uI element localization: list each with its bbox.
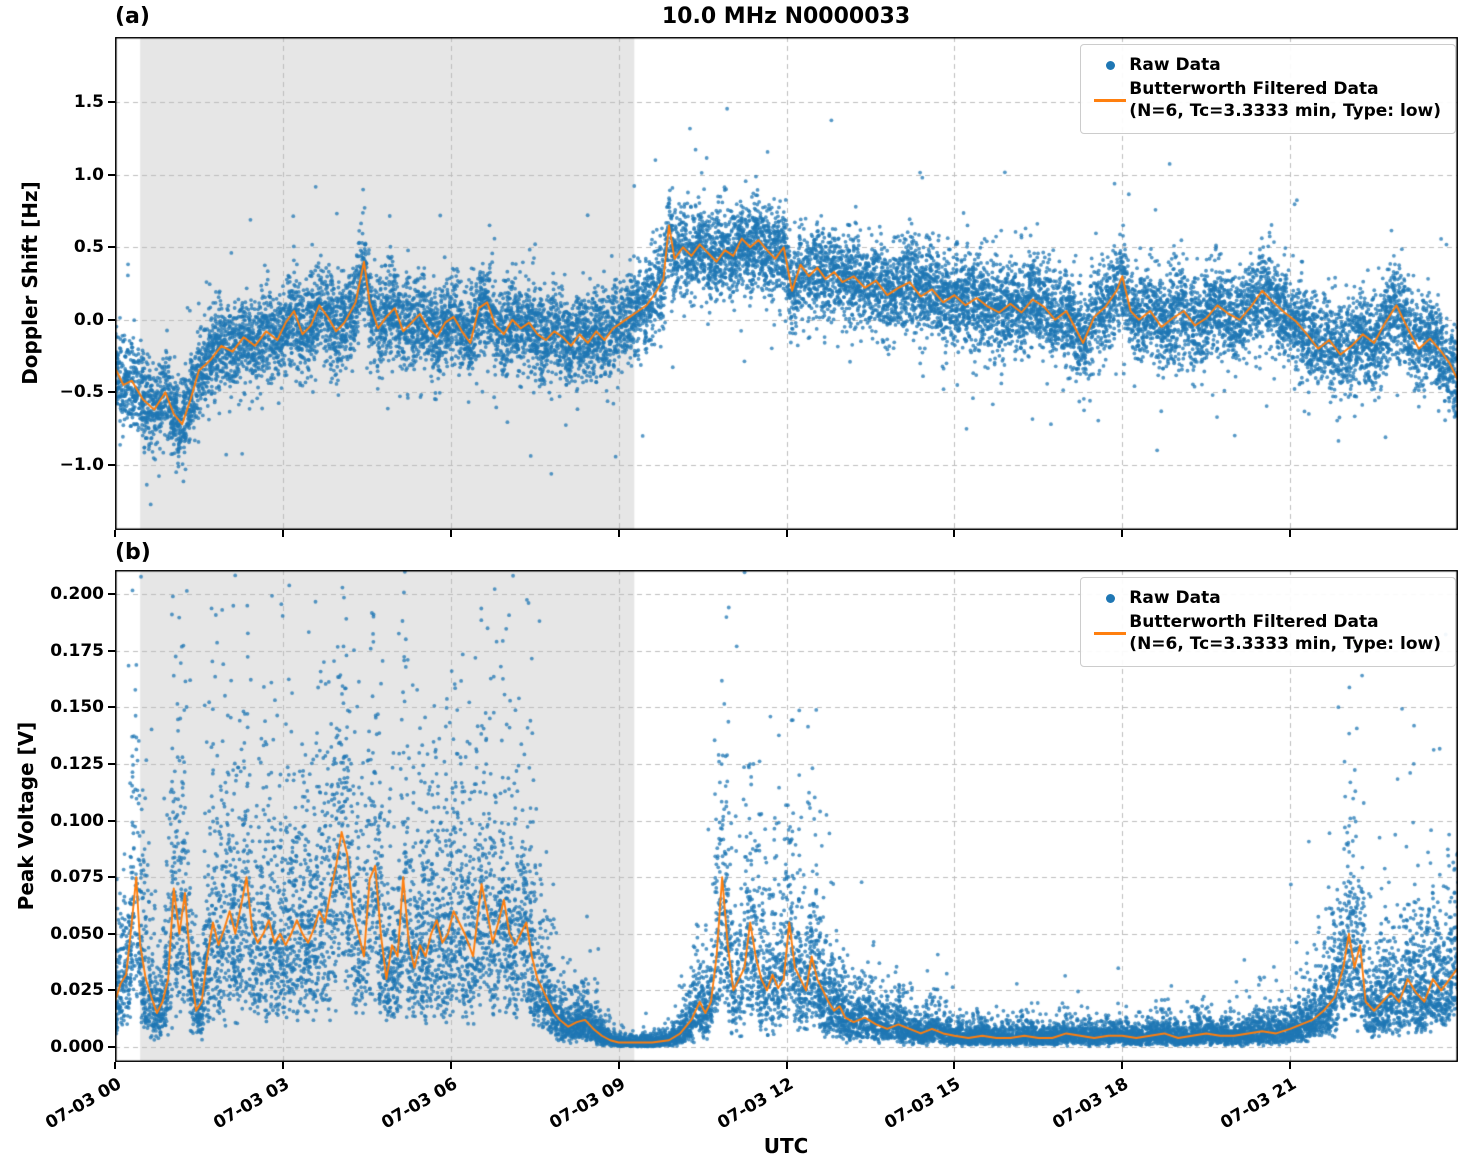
x-tick-mark — [1121, 1062, 1124, 1069]
y-tick-mark — [108, 819, 115, 822]
y-tick-label: −0.5 — [59, 382, 104, 403]
x-tick-mark — [617, 530, 620, 537]
x-tick-mark — [1289, 530, 1292, 537]
y-tick-mark — [108, 706, 115, 709]
y-tick-mark — [108, 876, 115, 879]
panel-a-tag: (a) — [115, 4, 150, 29]
x-axis-label: UTC — [763, 1134, 809, 1158]
x-tick-mark — [114, 530, 116, 537]
filtered-line-marker-icon — [1091, 631, 1129, 635]
legend-raw-entry: Raw Data — [1091, 587, 1441, 609]
y-tick-mark — [108, 391, 115, 394]
x-tick-label: 07-03 00 — [42, 1074, 125, 1134]
x-tick-mark — [953, 530, 956, 537]
x-tick-mark — [281, 1062, 284, 1069]
legend-filtered-params: (N=6, Tc=3.3333 min, Type: low) — [1129, 101, 1441, 122]
y-tick-label: 0.150 — [50, 697, 104, 718]
y-tick-label: 0.125 — [50, 753, 104, 774]
y-tick-mark — [108, 1046, 115, 1049]
y-tick-label: 1.0 — [73, 164, 104, 185]
y-tick-label: 0.100 — [50, 810, 104, 831]
legend-filtered-label: Butterworth Filtered Data — [1129, 612, 1379, 633]
y-tick-label: 0.0 — [73, 309, 104, 330]
x-tick-mark — [281, 530, 284, 537]
x-tick-label: 07-03 03 — [210, 1074, 293, 1134]
panel-b-legend: Raw Data Butterworth Filtered Data (N=6,… — [1080, 577, 1456, 668]
x-tick-label: 07-03 12 — [713, 1074, 797, 1134]
raw-data-marker-icon — [1091, 60, 1129, 70]
x-tick-mark — [1289, 1062, 1292, 1069]
x-tick-mark — [785, 1062, 788, 1069]
y-tick-label: 1.5 — [73, 92, 104, 113]
y-tick-mark — [108, 762, 115, 765]
legend-raw-label: Raw Data — [1129, 55, 1221, 75]
x-tick-mark — [449, 1062, 452, 1069]
x-tick-label: 07-03 06 — [378, 1074, 461, 1134]
x-tick-mark — [1121, 530, 1124, 537]
legend-raw-entry: Raw Data — [1091, 54, 1441, 76]
y-tick-label: 0.175 — [50, 640, 104, 661]
x-tick-label: 07-03 09 — [545, 1074, 629, 1134]
y-tick-mark — [108, 246, 115, 249]
y-tick-label: 0.075 — [50, 867, 104, 888]
y-tick-mark — [108, 989, 115, 992]
panel-a-legend: Raw Data Butterworth Filtered Data (N=6,… — [1080, 44, 1456, 135]
y-tick-label: 0.5 — [73, 237, 104, 258]
y-tick-label: −1.0 — [59, 454, 104, 475]
y-tick-mark — [108, 173, 115, 176]
legend-filtered-entry: Butterworth Filtered Data (N=6, Tc=3.333… — [1091, 611, 1441, 655]
x-tick-mark — [114, 1062, 116, 1069]
y-tick-mark — [108, 318, 115, 321]
y-tick-label: 0.200 — [50, 584, 104, 604]
y-tick-mark — [108, 463, 115, 466]
x-tick-label: 07-03 21 — [1217, 1074, 1301, 1134]
x-tick-mark — [449, 530, 452, 537]
panel-a-ylabel: Doppler Shift [Hz] — [18, 181, 42, 385]
x-tick-mark — [785, 530, 788, 537]
x-tick-label: 07-03 15 — [881, 1074, 965, 1134]
legend-raw-label: Raw Data — [1129, 588, 1221, 608]
x-tick-mark — [617, 1062, 620, 1069]
y-tick-mark — [108, 649, 115, 652]
figure-title: 10.0 MHz N0000033 — [661, 4, 911, 29]
y-tick-label: 0.000 — [50, 1037, 104, 1058]
y-tick-mark — [108, 593, 115, 595]
x-tick-label: 07-03 18 — [1049, 1074, 1133, 1134]
y-tick-label: 0.025 — [50, 980, 104, 1001]
y-tick-mark — [108, 101, 115, 104]
x-tick-mark — [953, 1062, 956, 1069]
filtered-line-marker-icon — [1091, 98, 1129, 102]
legend-filtered-params: (N=6, Tc=3.3333 min, Type: low) — [1129, 634, 1441, 655]
panel-b-tag: (b) — [115, 540, 151, 565]
y-tick-mark — [108, 932, 115, 935]
legend-filtered-entry: Butterworth Filtered Data (N=6, Tc=3.333… — [1091, 78, 1441, 122]
legend-filtered-label: Butterworth Filtered Data — [1129, 79, 1379, 100]
y-tick-label: 0.050 — [50, 923, 104, 944]
raw-data-marker-icon — [1091, 593, 1129, 603]
